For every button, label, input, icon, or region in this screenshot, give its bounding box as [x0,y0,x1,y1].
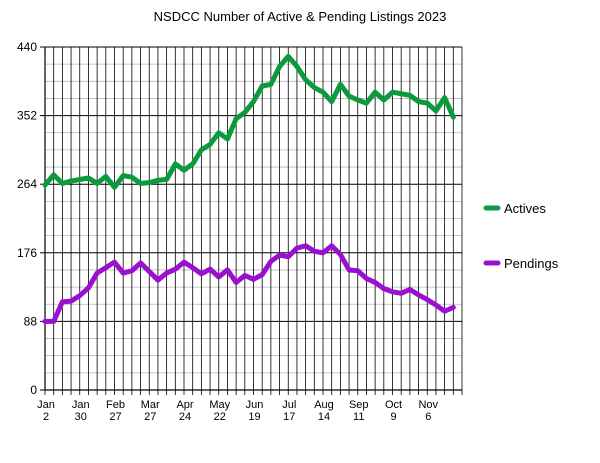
x-tick-label-month: Jan [37,399,55,411]
y-tick-label: 88 [24,314,38,328]
x-tick-label-day: 27 [109,411,121,423]
x-tick-label-day: 30 [75,411,87,423]
x-tick-label-day: 24 [179,411,191,423]
x-tick-label-month: Apr [176,399,193,411]
x-tick-label-month: Sep [349,399,369,411]
x-tick-label-day: 27 [144,411,156,423]
x-tick-label-month: Nov [418,399,438,411]
y-tick-label: 352 [17,109,37,123]
x-tick-label-month: Jan [72,399,90,411]
series-line-actives [42,53,456,190]
legend: Actives Pendings [483,201,559,271]
y-tick-label: 440 [17,40,37,54]
x-tick-label-day: 11 [353,411,364,423]
grid-lines [44,46,463,391]
x-tick-label-day: 14 [318,411,330,423]
x-tick-label-day: 19 [248,411,260,423]
x-tick-label-day: 9 [390,411,396,423]
series-line-pendings [42,243,456,324]
x-tick-label-day: 22 [214,411,226,423]
y-tick-label: 176 [17,246,37,260]
x-tick-label-month: Feb [106,399,125,411]
x-tick-label-day: 6 [425,411,431,423]
legend-label-pendings: Pendings [504,256,559,271]
y-tick-label: 264 [17,177,37,191]
x-tick-label-month: Aug [314,399,334,411]
x-tick-label-month: Mar [141,399,160,411]
x-tick-label-month: May [209,399,230,411]
x-tick-label-month: Jul [282,399,296,411]
legend-label-actives: Actives [504,201,546,216]
x-tick-label-day: 17 [283,411,295,423]
series-lines [42,53,456,324]
x-tick-label-month: Oct [385,399,402,411]
chart-title: NSDCC Number of Active & Pending Listing… [153,9,447,24]
x-tick-label-day: 2 [43,411,49,423]
y-tick-label: 0 [30,383,37,397]
axes: 088176264352440Jan2Jan30Feb27Mar27Apr24M… [17,40,463,423]
x-tick-label-month: Jun [246,399,264,411]
